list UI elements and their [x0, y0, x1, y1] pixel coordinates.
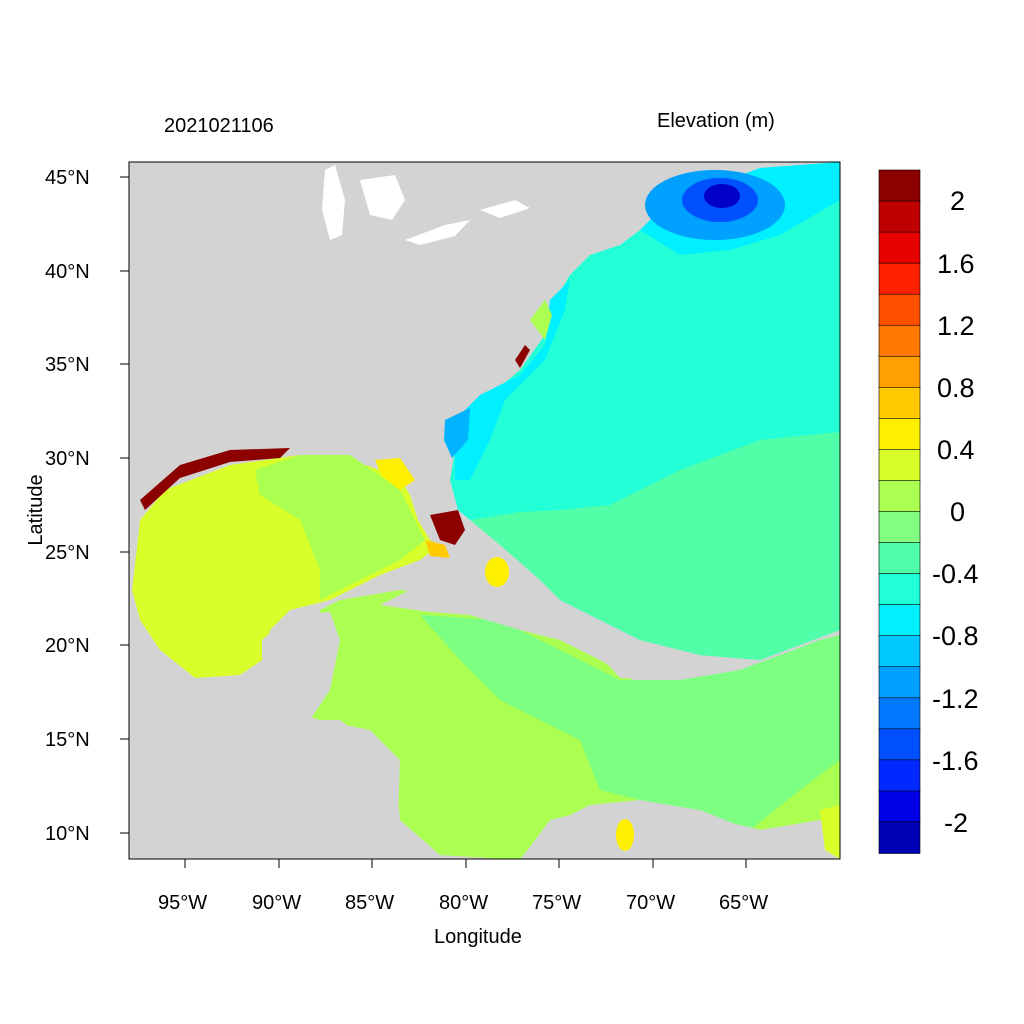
- colorbar-swatch: [878, 604, 921, 637]
- colorbar-label: -0.8: [932, 621, 979, 651]
- colorbar-swatch: [878, 821, 921, 854]
- x-tick-label: 70°W: [626, 892, 676, 914]
- colorbar-swatch: [878, 759, 921, 792]
- colorbar-label: 0.8: [937, 373, 975, 403]
- map-field: [129, 162, 840, 859]
- lake-erie: [405, 220, 470, 245]
- variable-label: Elevation (m): [657, 110, 775, 132]
- central-america-land: [129, 690, 440, 859]
- x-tick-marks: [184, 859, 747, 868]
- colorbar-swatch: [878, 169, 921, 202]
- lake-maracaibo: [616, 819, 634, 851]
- colorbar-swatch: [878, 480, 921, 513]
- colorbar-swatch: [878, 542, 921, 575]
- georgia-low: [444, 408, 470, 458]
- lake-michigan: [322, 165, 345, 240]
- caribbean-east: [420, 615, 840, 830]
- colorbar-swatch: [878, 573, 921, 606]
- y-tick-label: 35°N: [45, 354, 90, 376]
- colorbar-swatch: [878, 728, 921, 761]
- colorbar-swatch: [878, 324, 921, 358]
- x-tick-label: 65°W: [719, 892, 769, 914]
- x-tick-label: 85°W: [345, 892, 395, 914]
- south-america-land: [520, 800, 840, 859]
- timestamp-label: 2021021106: [164, 115, 274, 137]
- colorbar-label: -1.2: [932, 684, 979, 714]
- yucatan-land: [240, 612, 340, 720]
- plot-frame: [128, 161, 841, 860]
- florida-keys-surge: [425, 540, 450, 558]
- colorbar-swatch: [878, 293, 921, 327]
- gulf-of-maine-low-core: [704, 184, 740, 208]
- lake-ontario: [480, 200, 530, 218]
- y-tick-label: 25°N: [45, 542, 90, 564]
- y-tick-label: 15°N: [45, 729, 90, 751]
- y-tick-label: 30°N: [45, 448, 90, 470]
- colorbar-swatch: [878, 449, 921, 482]
- x-tick-label: 95°W: [158, 892, 208, 914]
- south-florida-surge: [430, 510, 465, 545]
- x-tick-label: 90°W: [252, 892, 302, 914]
- colorbar-label: -2: [944, 808, 969, 838]
- y-axis-title: Latitude: [25, 474, 47, 546]
- colorbar-swatch: [878, 666, 921, 699]
- colorbar-label: -0.4: [932, 559, 979, 589]
- y-tick-label: 10°N: [45, 823, 90, 845]
- bahama-bank: [485, 557, 509, 587]
- x-tick-label: 80°W: [439, 892, 489, 914]
- x-tick-label: 75°W: [532, 892, 582, 914]
- colorbar-swatch: [878, 200, 921, 233]
- x-axis-title: Longitude: [434, 926, 522, 948]
- colorbar-swatch: [878, 635, 921, 668]
- gulf-central-band: [255, 455, 425, 600]
- colorbar-label: 2: [950, 186, 966, 216]
- colorbar-swatch: [878, 231, 921, 264]
- colorbar-swatch: [878, 790, 921, 823]
- chesapeake-fringe: [530, 300, 552, 340]
- y-tick-label: 40°N: [45, 261, 90, 283]
- colorbar-label: 0: [950, 497, 966, 527]
- cuba-land: [380, 588, 580, 640]
- y-tick-marks: [120, 176, 129, 834]
- mexico-land: [129, 510, 195, 690]
- colorbar-label: -1.6: [932, 746, 979, 776]
- lake-huron: [360, 175, 405, 220]
- colorbar-swatch: [878, 387, 921, 420]
- y-tick-label: 45°N: [45, 167, 90, 189]
- bahamas-region: [470, 432, 840, 660]
- hispaniola-land: [595, 645, 690, 680]
- y-tick-label: 20°N: [45, 635, 90, 657]
- colorbar-swatch: [878, 418, 921, 451]
- east-caribbean-yellow: [820, 805, 840, 859]
- carolina-coast-surge: [515, 345, 530, 368]
- colorbar-label: 0.4: [937, 435, 975, 465]
- gulf-coast-surge: [140, 448, 290, 510]
- colorbar-swatch: [878, 355, 921, 389]
- big-bend-yellow: [375, 458, 415, 490]
- colorbar-swatch: [878, 262, 921, 295]
- southeast-coastal-band: [455, 280, 570, 480]
- colorbar-label: 1.6: [937, 249, 975, 279]
- colorbar-swatch: [878, 697, 921, 730]
- colorbar-swatch: [878, 511, 921, 544]
- colorbar-label: 1.2: [937, 311, 975, 341]
- colorbar: [878, 169, 921, 854]
